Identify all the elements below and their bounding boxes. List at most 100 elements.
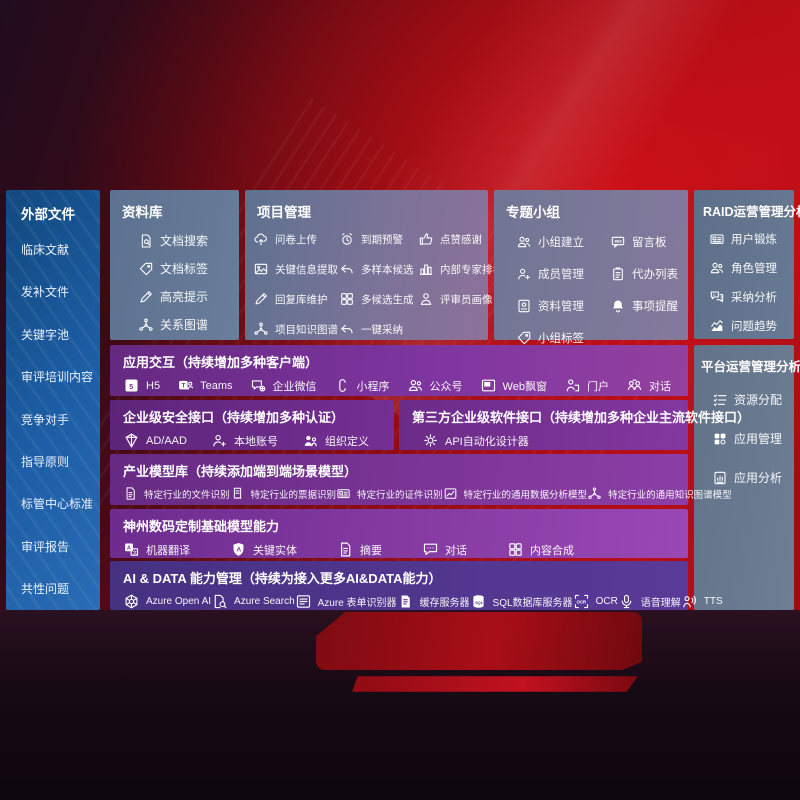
feature-item-label: 应用管理 xyxy=(734,432,783,446)
feature-item: Azure Search xyxy=(211,593,295,610)
feature-item-label: 留言板 xyxy=(632,237,667,249)
feature-item: 关系图谱 xyxy=(138,316,239,333)
feature-item-label: 代办列表 xyxy=(632,269,678,281)
sidebar-item: 发补文件 xyxy=(21,285,70,300)
feature-item-label: 资料管理 xyxy=(538,301,584,313)
feature-item: 用户锻炼 xyxy=(709,231,794,247)
band-title: 第三方企业级软件接口（持续增加多种企业主流软件接口） xyxy=(412,410,751,425)
feature-item-label: 点赞感谢 xyxy=(440,233,482,246)
sidebar-item: 关键字池 xyxy=(21,327,70,342)
panel-title: 资料库 xyxy=(122,205,163,220)
feature-item-label: OCR xyxy=(595,596,618,607)
tag-icon xyxy=(138,261,154,277)
feature-item: OCR OCR xyxy=(573,593,618,610)
external-files-panel: 外部文件 临床文献 发补文件 关键字池 审评培训内容 竞争对手 指导原则 标管中心标准 审评报… xyxy=(6,190,100,610)
panel-title: 外部文件 xyxy=(21,207,75,222)
band-item-list: API自动化设计器 xyxy=(412,432,675,449)
feature-item-label: 多候选生成 xyxy=(361,293,414,306)
search-doc-icon xyxy=(211,593,228,610)
svg-text:BBS: BBS xyxy=(615,239,623,243)
feature-item: 应用分析 xyxy=(712,469,794,486)
feature-item: 企业微信 xyxy=(250,377,317,394)
feature-item-label: 问卷上传 xyxy=(275,233,317,246)
feature-item-label: 关键信息提取 xyxy=(275,263,338,276)
report-icon xyxy=(712,470,728,486)
feature-item-label: 一键采纳 xyxy=(361,323,403,336)
band-title: AI & DATA 能力管理（持续为接入更多AI&DATA能力） xyxy=(123,571,442,586)
feature-item: 缓存服务器 xyxy=(397,593,470,610)
svg-text:A: A xyxy=(720,296,723,300)
portal-icon xyxy=(564,377,581,394)
feature-item-label: 语音理解 xyxy=(640,598,681,609)
reply-icon xyxy=(339,261,355,277)
network-icon xyxy=(138,317,154,333)
feature-item-label: 项目知识图谱 xyxy=(275,323,338,336)
sidebar-item: 标管中心标准 xyxy=(21,497,94,512)
feature-item-label: AD/AAD xyxy=(146,434,187,447)
feature-item: 文档搜索 xyxy=(138,232,239,249)
feature-item-label: 到期预警 xyxy=(361,233,403,246)
sidebar-item: 指导原则 xyxy=(21,454,70,469)
people-icon xyxy=(516,234,532,250)
feature-item: 门户 xyxy=(564,377,609,394)
feature-item-label: 关键实体 xyxy=(253,544,297,557)
feature-item-label: Azure Open AI xyxy=(146,596,212,607)
band-item-list: 5 H5 T Teams 企业微信 小程序 公众号 Web飘窗 门户 对话 xyxy=(123,377,675,394)
feature-item: 回复库维护 xyxy=(253,291,339,307)
feature-item-label: 缓存服务器 xyxy=(419,598,470,609)
feature-item: 摘要 xyxy=(337,541,382,558)
sidebar-item: 临床文献 xyxy=(21,243,70,257)
feature-item-label: 应用分析 xyxy=(734,471,783,485)
feature-item-label: Web飘窗 xyxy=(502,380,547,393)
feature-item: 到期预警 xyxy=(339,231,418,247)
person-plus-icon xyxy=(211,432,228,449)
feature-item-label: 采纳分析 xyxy=(731,292,777,304)
feature-item: BBS 留言板 xyxy=(610,234,682,250)
feature-item-label: 特定行业的通用数据分析模型 xyxy=(463,489,588,501)
list-icon xyxy=(712,392,728,408)
svg-text:5: 5 xyxy=(129,382,133,391)
feature-item-label: 本地账号 xyxy=(233,435,278,448)
feature-item: 5 H5 xyxy=(123,377,160,394)
feature-item-label: 文档标签 xyxy=(160,262,209,276)
feature-item-label: 回复库维护 xyxy=(275,293,328,306)
sql-db-icon: SQL xyxy=(470,593,487,610)
feature-item-label: 组织定义 xyxy=(324,435,369,448)
app-interaction-band: 应用交互（持续增加多种客户端） 5 H5 T Teams 企业微信 小程序 公众号 Web飘窗… xyxy=(110,345,688,396)
feature-item: SQL SQL数据库服务器 xyxy=(470,593,573,610)
feature-item: 评审员画像 xyxy=(418,291,503,307)
feature-item-label: 内部专家排名 xyxy=(440,263,503,276)
feature-item-label: 事项提醒 xyxy=(632,301,678,313)
feature-item: 多候选生成 xyxy=(339,291,418,307)
feature-item-label: 摘要 xyxy=(360,544,382,557)
feature-item-label: 小程序 xyxy=(356,380,390,393)
feature-item-label: 多样本候选 xyxy=(361,263,414,276)
band-title: 神州数码定制基础模型能力 xyxy=(123,519,280,534)
feature-item-label: 成员管理 xyxy=(538,269,584,281)
doc-icon xyxy=(123,486,138,501)
feature-item: AD/AAD xyxy=(123,432,187,449)
mini-icon xyxy=(334,377,351,394)
feature-item: 语音理解 xyxy=(618,593,681,610)
feature-item-label: 机器翻译 xyxy=(146,544,190,557)
feature-item-label: 特定行业的票据识别 xyxy=(250,489,337,501)
feature-item: 内容合成 xyxy=(507,541,574,558)
feature-item-label: 对话 xyxy=(445,544,467,557)
openai-icon xyxy=(123,593,140,610)
svg-text:Q: Q xyxy=(713,293,716,297)
form-icon xyxy=(295,593,312,610)
feature-item-label: 特定行业的通用知识图谱模型 xyxy=(608,489,732,501)
feature-item-label: 门户 xyxy=(586,380,609,393)
feature-item: API自动化设计器 xyxy=(422,432,529,449)
ocr-icon: OCR xyxy=(573,593,590,610)
feature-item: 特定行业的通用知识图谱模型 xyxy=(587,486,732,501)
people-icon xyxy=(407,377,424,394)
clipboard-icon xyxy=(610,266,626,282)
feature-item-label: 小组标签 xyxy=(538,333,584,345)
cache-server-icon xyxy=(397,593,414,610)
feature-item-label: 关系图谱 xyxy=(160,318,209,332)
band-item-list: AD/AAD 本地账号 组织定义 xyxy=(123,432,381,449)
panel-title: RAID运营管理分析 xyxy=(703,205,800,219)
